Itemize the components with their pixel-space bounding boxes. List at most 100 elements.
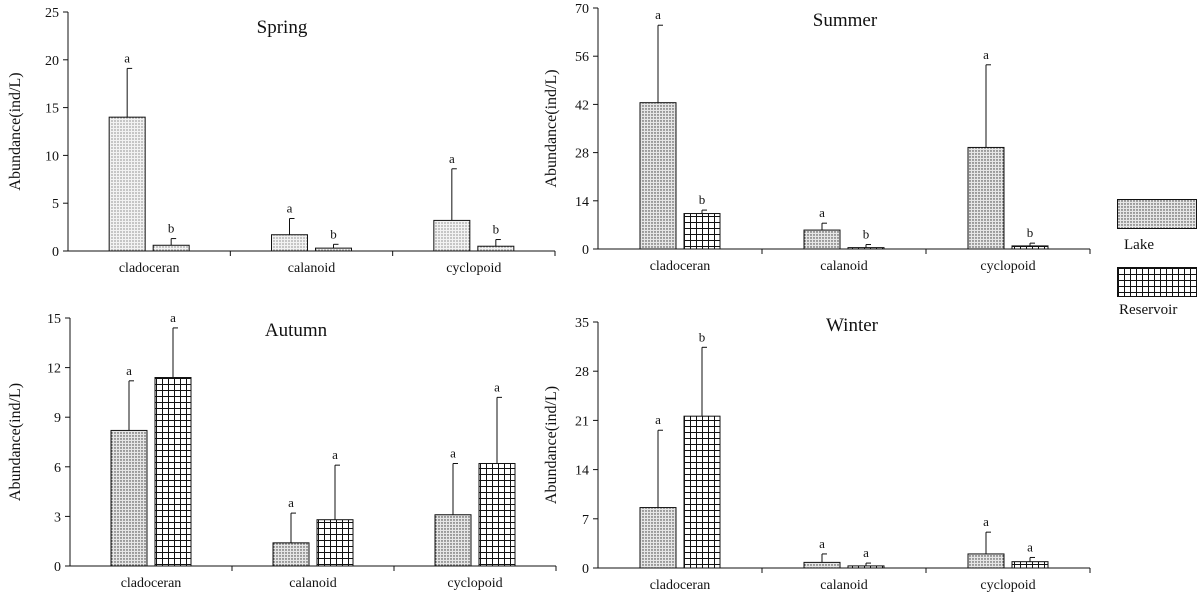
significance-letter: b bbox=[1027, 225, 1034, 240]
significance-letter: a bbox=[450, 445, 456, 460]
legend-swatch-reservoir bbox=[1117, 267, 1197, 297]
bar-reservoir-cladoceran bbox=[154, 377, 192, 567]
bar-lake-calanoid bbox=[272, 542, 310, 567]
legend-label-reservoir: Reservoir bbox=[1119, 302, 1178, 318]
bar-reservoir-calanoid bbox=[316, 519, 354, 567]
x-tick-label: cladoceran bbox=[121, 576, 182, 591]
y-tick-label: 3 bbox=[54, 510, 61, 525]
y-tick-label: 10 bbox=[45, 149, 59, 164]
chart-panel-spring: 0 5 10 15 20 25 Abundance(ind/L) Spring cladocer… bbox=[7, 6, 556, 276]
y-axis-label: Abundance(ind/L) bbox=[7, 383, 24, 501]
significance-letter: b bbox=[493, 222, 500, 237]
significance-letter: a bbox=[983, 47, 989, 62]
bar-reservoir-calanoid bbox=[847, 565, 885, 569]
significance-letter: a bbox=[124, 50, 130, 65]
x-tick-label: cyclopoid bbox=[447, 576, 502, 591]
x-tick-label: calanoid bbox=[288, 261, 335, 276]
y-tick-label: 25 bbox=[45, 6, 59, 21]
x-tick-label: calanoid bbox=[289, 576, 336, 591]
bar-reservoir-cladoceran bbox=[683, 213, 721, 250]
bar-lake-cladoceran bbox=[108, 116, 146, 252]
significance-letter: b bbox=[699, 192, 706, 207]
x-tick-label: cyclopoid bbox=[980, 259, 1035, 274]
x-tick-label: cyclopoid bbox=[980, 578, 1035, 593]
legend-swatch-lake bbox=[1117, 199, 1197, 229]
x-tick-label: cyclopoid bbox=[446, 261, 501, 276]
y-tick-label: 35 bbox=[575, 316, 589, 331]
chart-panel-summer: 0 14 28 42 56 70 Abundance(ind/L) Summer cladoce… bbox=[543, 2, 1091, 274]
bar-reservoir-calanoid bbox=[847, 247, 885, 250]
bar-lake-cyclopoid bbox=[433, 219, 471, 252]
y-tick-label: 5 bbox=[52, 197, 59, 212]
significance-letter: a bbox=[287, 200, 293, 215]
bar-reservoir-cladoceran bbox=[683, 415, 721, 569]
significance-letter: a bbox=[819, 536, 825, 551]
bar-lake-cladoceran bbox=[639, 507, 677, 569]
significance-letter: a bbox=[983, 514, 989, 529]
y-tick-label: 14 bbox=[575, 195, 589, 210]
significance-letter: a bbox=[332, 447, 338, 462]
charts-group: 0 5 10 15 20 25 Abundance(ind/L) Spring cladocer… bbox=[7, 2, 1091, 593]
chart-title: Winter bbox=[826, 315, 879, 336]
significance-letter: a bbox=[494, 379, 500, 394]
bar-lake-cyclopoid bbox=[967, 146, 1005, 250]
y-tick-label: 70 bbox=[575, 2, 589, 17]
bar-lake-calanoid bbox=[803, 229, 841, 250]
y-tick-label: 15 bbox=[47, 312, 61, 327]
significance-letter: b bbox=[168, 221, 175, 236]
legend-label-lake: Lake bbox=[1124, 237, 1154, 253]
significance-letter: a bbox=[863, 545, 869, 560]
y-tick-label: 42 bbox=[575, 98, 589, 113]
y-axis-label: Abundance(ind/L) bbox=[7, 72, 24, 190]
y-tick-label: 20 bbox=[45, 54, 59, 69]
chart-title: Summer bbox=[813, 10, 878, 31]
y-tick-label: 28 bbox=[575, 147, 589, 162]
chart-panel-winter: 0 7 14 21 28 35 Abundance(ind/L) Winter cladocer… bbox=[543, 315, 1091, 593]
significance-letter: a bbox=[655, 7, 661, 22]
significance-letter: a bbox=[819, 205, 825, 220]
y-tick-label: 14 bbox=[575, 464, 589, 479]
significance-letter: b bbox=[699, 329, 706, 344]
y-tick-label: 0 bbox=[582, 243, 589, 258]
bar-lake-cladoceran bbox=[110, 429, 148, 567]
x-tick-label: cladoceran bbox=[119, 261, 180, 276]
y-tick-label: 6 bbox=[54, 461, 61, 476]
x-tick-label: calanoid bbox=[820, 259, 867, 274]
y-tick-label: 12 bbox=[47, 362, 61, 377]
bar-reservoir-cyclopoid bbox=[1011, 561, 1049, 569]
chart-title: Autumn bbox=[265, 320, 328, 341]
bar-lake-cyclopoid bbox=[967, 553, 1005, 569]
y-tick-label: 28 bbox=[575, 365, 589, 380]
y-axis-label: Abundance(ind/L) bbox=[543, 69, 560, 187]
y-axis-label: Abundance(ind/L) bbox=[543, 386, 560, 504]
x-tick-label: cladoceran bbox=[650, 578, 711, 593]
x-tick-label: calanoid bbox=[820, 578, 867, 593]
bar-reservoir-calanoid bbox=[315, 247, 352, 252]
significance-letter: a bbox=[1027, 539, 1033, 554]
significance-letter: b bbox=[330, 226, 337, 241]
bar-lake-cyclopoid bbox=[434, 514, 472, 567]
chart-panel-autumn: 0 3 6 9 12 15 Abundance(ind/L) Autumn cladoceran… bbox=[7, 310, 557, 591]
chart-title: Spring bbox=[257, 17, 308, 38]
y-tick-label: 0 bbox=[54, 560, 61, 575]
bar-reservoir-cladoceran bbox=[152, 244, 190, 252]
y-tick-label: 0 bbox=[582, 562, 589, 577]
significance-letter: a bbox=[288, 495, 294, 510]
y-tick-label: 9 bbox=[54, 411, 61, 426]
significance-letter: a bbox=[126, 363, 132, 378]
significance-letter: a bbox=[170, 310, 176, 325]
y-tick-label: 7 bbox=[582, 513, 589, 528]
bar-reservoir-cyclopoid bbox=[1011, 245, 1049, 250]
significance-letter: b bbox=[863, 227, 870, 242]
y-tick-label: 56 bbox=[575, 50, 589, 65]
y-tick-label: 0 bbox=[52, 245, 59, 260]
y-tick-label: 15 bbox=[45, 102, 59, 117]
bar-reservoir-cyclopoid bbox=[478, 462, 516, 567]
significance-letter: a bbox=[655, 412, 661, 427]
bar-reservoir-cyclopoid bbox=[477, 245, 515, 252]
bar-lake-calanoid bbox=[271, 234, 308, 252]
significance-letter: a bbox=[449, 151, 455, 166]
bar-lake-calanoid bbox=[803, 561, 841, 569]
y-tick-label: 21 bbox=[575, 414, 589, 429]
